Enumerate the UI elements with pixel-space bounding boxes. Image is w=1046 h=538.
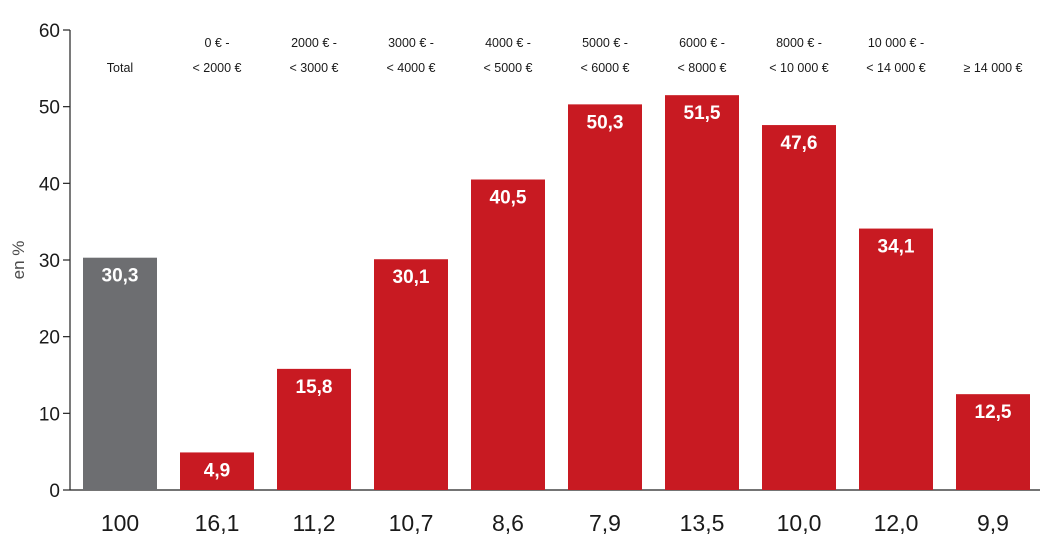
y-tick-label: 60 [39, 21, 60, 42]
bar-value-label: 51,5 [684, 103, 721, 124]
category-label: 6000 € - [679, 36, 725, 50]
bottom-value-label: 13,5 [680, 510, 725, 536]
bar [471, 179, 545, 490]
bar-value-label: 4,9 [204, 460, 230, 481]
category-label: < 10 000 € [769, 61, 828, 75]
bar [665, 95, 739, 491]
category-label: < 8000 € [677, 61, 726, 75]
bar [568, 104, 642, 490]
category-label: < 5000 € [483, 61, 532, 75]
category-label: 0 € - [204, 36, 229, 50]
category-label: 5000 € - [582, 36, 628, 50]
category-label: ≥ 14 000 € [964, 61, 1023, 75]
y-tick-label: 20 [39, 328, 60, 349]
category-label: 10 000 € - [868, 36, 924, 50]
category-labels: Total 0 € - < 2000 € 2000 € - < 3000 € 3000 €… [107, 36, 1023, 75]
bar [180, 452, 254, 490]
bar [859, 228, 933, 491]
bar [277, 368, 351, 490]
bar-value-label: 30,3 [102, 266, 139, 287]
category-label: < 4000 € [386, 61, 435, 75]
bottom-value-label: 8,6 [492, 510, 524, 536]
bar-value-label: 47,6 [781, 133, 818, 154]
bar [374, 259, 448, 490]
category-label: Total [107, 61, 133, 75]
bottom-value-label: 16,1 [195, 510, 240, 536]
bar [956, 394, 1030, 490]
y-tick-label: 40 [39, 174, 60, 195]
bottom-labels: 100 16,1 11,2 10,7 8,6 7,9 13,5 10,0 12,0 9,9 [101, 510, 1009, 536]
bar-value-label: 50,3 [587, 112, 624, 133]
category-label: 8000 € - [776, 36, 822, 50]
bar-value-label: 12,5 [975, 402, 1012, 423]
bottom-value-label: 11,2 [292, 510, 335, 536]
y-tick-label: 30 [39, 251, 60, 272]
category-label: 3000 € - [388, 36, 434, 50]
category-label: < 2000 € [192, 61, 241, 75]
bar [762, 125, 836, 491]
y-tick-label: 10 [39, 404, 60, 425]
bottom-value-label: 10,0 [777, 510, 822, 536]
bottom-value-label: 9,9 [977, 510, 1009, 536]
y-axis-label: en % [9, 241, 28, 280]
bars: 30,3 4,9 15,8 30,1 40,5 50,3 51,5 47,6 34,1 12,5 [83, 95, 1030, 491]
bottom-value-label: 100 [101, 510, 139, 536]
bar [83, 257, 157, 490]
y-tick-label: 50 [39, 98, 60, 119]
category-label: < 14 000 € [866, 61, 925, 75]
bar-value-label: 15,8 [296, 377, 333, 398]
category-label: 2000 € - [291, 36, 337, 50]
bar-value-label: 34,1 [878, 237, 915, 258]
bottom-value-label: 12,0 [874, 510, 919, 536]
bottom-value-label: 7,9 [589, 510, 621, 536]
bar-value-label: 40,5 [490, 188, 527, 209]
bottom-value-label: 10,7 [389, 510, 434, 536]
y-tick-label: 0 [49, 481, 60, 502]
category-label: < 3000 € [289, 61, 338, 75]
bar-value-label: 30,1 [393, 267, 430, 288]
category-label: < 6000 € [580, 61, 629, 75]
category-label: 4000 € - [485, 36, 531, 50]
